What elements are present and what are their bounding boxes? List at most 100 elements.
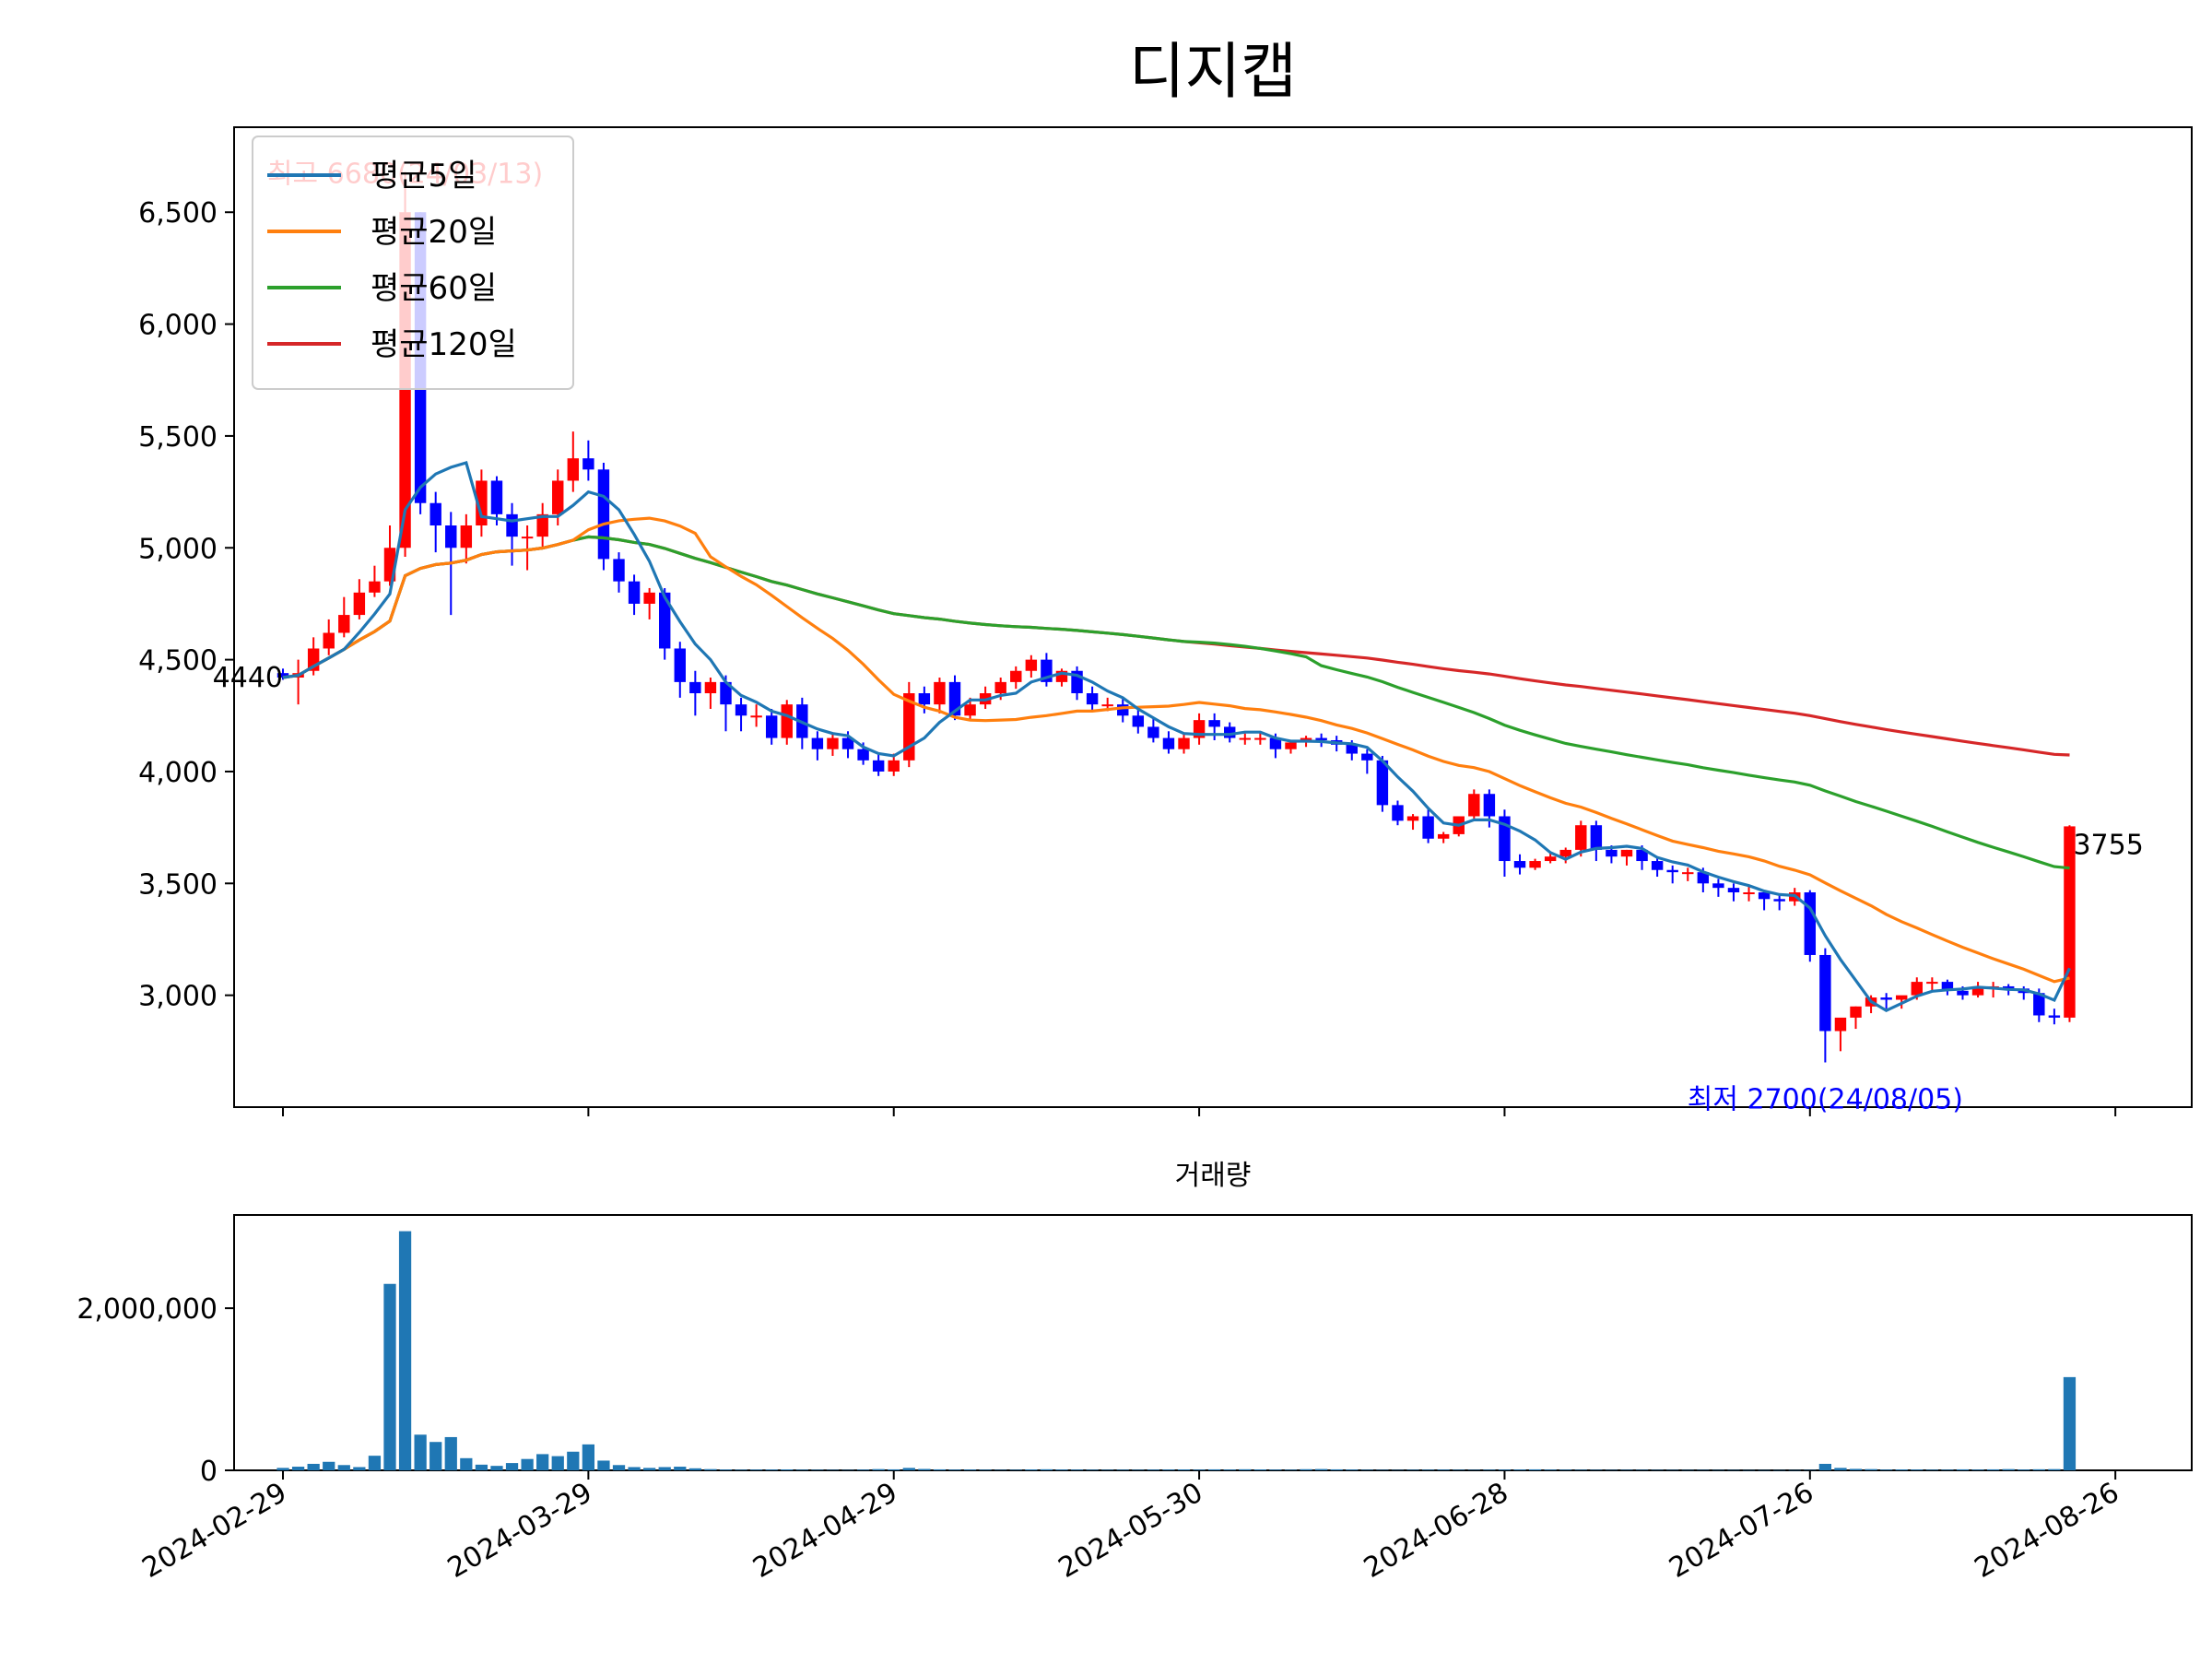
volume-bar — [1346, 1469, 1359, 1470]
volume-bar — [795, 1469, 808, 1470]
volume-bar — [1742, 1469, 1756, 1471]
volume-bar — [781, 1469, 794, 1470]
volume-bar — [643, 1468, 656, 1470]
candle-body — [765, 715, 778, 738]
volume-bar — [856, 1469, 870, 1470]
volume-bar — [1956, 1468, 1970, 1470]
candle-body — [1529, 861, 1541, 868]
volume-bar — [582, 1444, 595, 1470]
candle-body — [1132, 715, 1145, 727]
candle-body — [2048, 1015, 2061, 1018]
candle-body — [918, 693, 931, 705]
volume-bar — [1788, 1469, 1801, 1471]
candle-body — [369, 581, 381, 593]
candle-body — [1727, 888, 1740, 893]
candle-body — [1850, 1006, 1862, 1018]
volume-bar — [688, 1468, 701, 1470]
volume-bar — [1132, 1469, 1145, 1470]
candle-body — [903, 693, 915, 761]
price-tick-label: 4,000 — [138, 757, 218, 789]
candle-body — [704, 681, 717, 694]
candle-body — [1010, 670, 1022, 682]
x-tick-label: 2024-03-29 — [442, 1477, 597, 1585]
volume-bar — [1300, 1468, 1312, 1470]
candle-body — [1513, 861, 1526, 868]
candle-body — [934, 681, 946, 705]
volume-bar — [1620, 1469, 1633, 1470]
candle-body — [1025, 659, 1038, 671]
volume-bar — [1849, 1468, 1863, 1470]
volume-bar — [505, 1463, 519, 1470]
volume-bar — [658, 1467, 671, 1470]
candle-body — [445, 525, 457, 548]
x-tick-label: 2024-08-26 — [1970, 1477, 2124, 1585]
volume-bar — [597, 1460, 610, 1470]
candle-body — [1606, 849, 1618, 857]
volume-bar — [2032, 1468, 2045, 1470]
candle-body — [1559, 849, 1571, 857]
volume-bar — [628, 1467, 641, 1470]
volume-bar — [1025, 1469, 1038, 1470]
volume-bar — [2002, 1468, 2015, 1470]
candle-body — [1895, 995, 1908, 1000]
volume-bar — [1147, 1469, 1160, 1470]
candle-body — [1406, 816, 1419, 821]
candle-body — [476, 480, 488, 525]
volume-bar — [460, 1457, 473, 1470]
candle-body — [888, 760, 900, 772]
volume-bar — [1360, 1469, 1373, 1470]
candle-body — [2002, 985, 2015, 989]
legend-label-ma120: 평균120일 — [371, 326, 517, 363]
volume-bar — [1651, 1469, 1664, 1471]
candle-body — [689, 681, 701, 694]
candle-body — [1880, 997, 1892, 1000]
volume-bar — [872, 1468, 885, 1470]
volume-bar — [337, 1465, 350, 1470]
ma20-line — [282, 516, 2070, 984]
candle-body — [276, 673, 289, 678]
volume-bar — [1421, 1469, 1435, 1470]
candle-body — [521, 537, 534, 539]
candle-body — [1544, 856, 1557, 862]
candle-body — [643, 592, 655, 604]
x-tick-label: 2024-02-29 — [137, 1477, 292, 1585]
candle-body — [674, 648, 686, 682]
price-tick-label: 6,000 — [138, 310, 218, 342]
volume-bar — [841, 1469, 854, 1471]
volume-bar — [444, 1436, 457, 1470]
price-tick-label: 4,500 — [138, 645, 218, 678]
legend-label-ma5: 평균5일 — [371, 158, 477, 195]
volume-bar — [765, 1469, 778, 1470]
volume-bar — [1376, 1469, 1389, 1470]
volume-bar — [1239, 1468, 1252, 1470]
volume-frame — [233, 1214, 2193, 1471]
price-tick-label: 5,500 — [138, 421, 218, 454]
candle-body — [994, 681, 1006, 694]
volume-bar — [1590, 1469, 1603, 1470]
volume-bar — [749, 1469, 763, 1470]
candle-body — [1483, 794, 1496, 817]
volume-bar — [1818, 1463, 1831, 1470]
candle-body — [1941, 982, 1954, 991]
candle-body — [1804, 892, 1817, 955]
volume-bar — [1635, 1469, 1649, 1470]
volume-bar — [368, 1456, 382, 1470]
volume-bar — [1559, 1469, 1572, 1470]
candle-body — [1239, 737, 1252, 740]
ma5-line — [282, 461, 2071, 1013]
candle-body — [750, 715, 762, 718]
candle-body — [1926, 982, 1938, 985]
volume-bar — [521, 1458, 534, 1470]
volume-bar — [1406, 1469, 1419, 1470]
volume-tick-label: 2,000,000 — [76, 1293, 218, 1326]
candle-body — [1468, 794, 1480, 817]
volume-bar — [948, 1469, 961, 1470]
low-annotation: 최저 2700(24/08/05) — [1688, 1083, 1963, 1115]
candle-body — [1575, 825, 1587, 850]
volume-bar — [811, 1469, 824, 1470]
candle-body — [597, 469, 610, 560]
candle-body — [582, 458, 594, 470]
volume-bar — [1666, 1469, 1679, 1471]
candle-body — [2064, 826, 2076, 1018]
